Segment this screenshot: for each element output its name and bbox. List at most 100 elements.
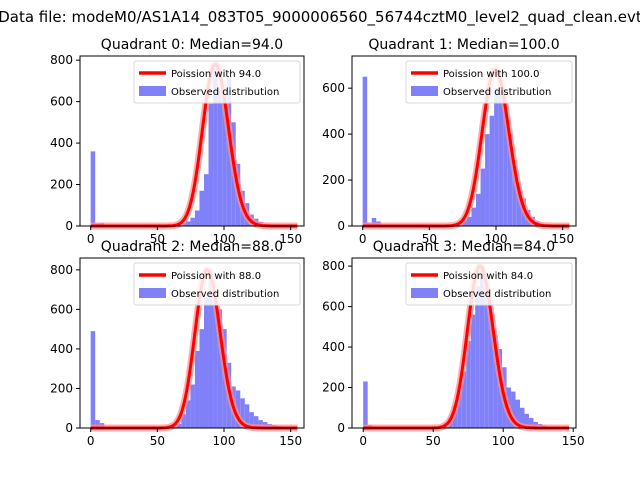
histogram-bar	[185, 400, 191, 428]
histogram-bar	[462, 220, 467, 226]
histogram-bar	[181, 414, 186, 428]
axes-frame	[351, 55, 577, 227]
histogram-bar	[244, 404, 250, 428]
y-tick-label: 200	[322, 381, 345, 395]
legend-label: Poission with 88.0	[171, 271, 261, 282]
legend-box	[405, 262, 573, 306]
histogram-bar	[475, 286, 480, 428]
x-tick-label: 150	[279, 232, 302, 246]
histogram-bar	[507, 134, 513, 226]
histogram-bar	[190, 384, 195, 428]
histogram-bar	[235, 390, 241, 428]
legend-label: Poission with 100.0	[443, 69, 539, 80]
panel-title: Quadrant 0: Median=94.0	[101, 37, 283, 53]
axes-frame	[79, 55, 305, 227]
legend-bar-swatch	[411, 288, 438, 298]
histogram-bar	[479, 266, 485, 428]
axes-frame	[351, 257, 577, 429]
x-tick-label: 50	[426, 434, 441, 448]
y-tick-label: 400	[322, 127, 345, 141]
histogram-bar	[489, 115, 495, 226]
legend-label: Poission with 94.0	[171, 69, 261, 80]
x-tick-label: 100	[485, 232, 508, 246]
x-tick-label: 100	[213, 434, 236, 448]
legend-label: Poission with 84.0	[443, 271, 533, 282]
histogram-bar	[190, 217, 195, 226]
x-tick-label: 100	[492, 434, 515, 448]
panel-2: 0 50 100 150 0 200 400 600 800 Quadrant 2: Median…	[50, 239, 305, 448]
histogram-bar	[470, 314, 476, 428]
histogram-bar	[217, 309, 223, 428]
legend-label: Observed distribution	[171, 87, 279, 98]
legend: Poission with 94.0 Observed distribution	[133, 60, 301, 104]
histogram-bar	[480, 168, 486, 226]
y-tick-label: 0	[65, 421, 73, 435]
y-tick-label: 600	[50, 302, 73, 316]
panel-1: 0 50 100 150 0 200 400 600 Quadrant 1: Median=10…	[322, 37, 577, 246]
x-tick-label: 0	[359, 232, 367, 246]
panel-title: Quadrant 2: Median=88.0	[101, 239, 283, 255]
legend-bar-swatch	[411, 86, 438, 96]
histogram-bar	[90, 151, 96, 226]
histogram-bar	[528, 417, 534, 428]
histogram-bar	[363, 381, 368, 428]
panel-title: Quadrant 3: Median=84.0	[373, 239, 555, 255]
histogram-bar	[494, 88, 499, 226]
histogram-bar	[503, 97, 508, 226]
histogram-bar	[208, 103, 214, 226]
x-tick-label: 0	[87, 434, 95, 448]
y-tick-label: 200	[50, 381, 73, 395]
y-tick-label: 400	[50, 342, 73, 356]
histogram-bar	[524, 413, 529, 428]
y-tick-label: 200	[322, 173, 345, 187]
histogram-bar	[185, 221, 191, 226]
axes-frame	[79, 257, 305, 429]
panels: 0 50 100 150 0 200 400 600 800 Quadrant 0: Median…	[50, 37, 585, 448]
legend-box	[133, 262, 301, 306]
histogram-bar	[362, 76, 368, 226]
legend: Poission with 88.0 Observed distribution	[133, 262, 301, 306]
panel-3: 0 50 100 150 0 200 400 600 800 Quadrant 3: Median…	[322, 239, 585, 448]
x-tick-label: 50	[422, 232, 437, 246]
histogram-bar	[515, 399, 520, 428]
legend-label: Observed distribution	[443, 87, 551, 98]
histogram-bar	[520, 407, 525, 428]
x-tick-label: 150	[551, 232, 574, 246]
y-tick-label: 400	[322, 340, 345, 354]
legend-label: Observed distribution	[443, 289, 551, 300]
x-tick-label: 150	[562, 434, 585, 448]
histogram-bar	[485, 134, 490, 226]
y-tick-label: 0	[337, 421, 345, 435]
histogram-bar	[90, 331, 96, 428]
histogram-bar	[466, 340, 471, 428]
histogram-bar	[512, 166, 517, 226]
histogram-bar	[194, 350, 200, 428]
histogram-bar	[208, 269, 214, 428]
histogram-bar	[199, 329, 204, 428]
x-tick-label: 0	[87, 232, 95, 246]
histogram-bar	[511, 391, 516, 428]
histogram-bar	[484, 288, 489, 428]
legend: Poission with 84.0 Observed distribution	[405, 262, 573, 306]
histogram-bar	[217, 87, 223, 226]
y-tick-label: 0	[337, 219, 345, 233]
x-tick-label: 50	[150, 434, 165, 448]
y-tick-label: 600	[50, 95, 73, 109]
legend-box	[133, 60, 301, 104]
histogram-bar	[461, 371, 467, 428]
histogram-bar	[199, 190, 204, 226]
x-tick-label: 100	[213, 232, 236, 246]
y-tick-label: 800	[50, 263, 73, 277]
histogram-bar	[213, 299, 218, 428]
histogram-bar	[213, 64, 218, 226]
histogram-bar	[240, 398, 245, 428]
histogram-bar	[258, 420, 263, 428]
legend-bar-swatch	[139, 288, 166, 298]
y-tick-label: 400	[50, 136, 73, 150]
histogram-bar	[95, 420, 100, 428]
histogram-bar	[457, 389, 462, 428]
histogram-bar	[204, 174, 209, 226]
histogram-bar	[476, 193, 481, 226]
histogram-bar	[204, 297, 209, 428]
histogram-bar	[466, 216, 472, 226]
